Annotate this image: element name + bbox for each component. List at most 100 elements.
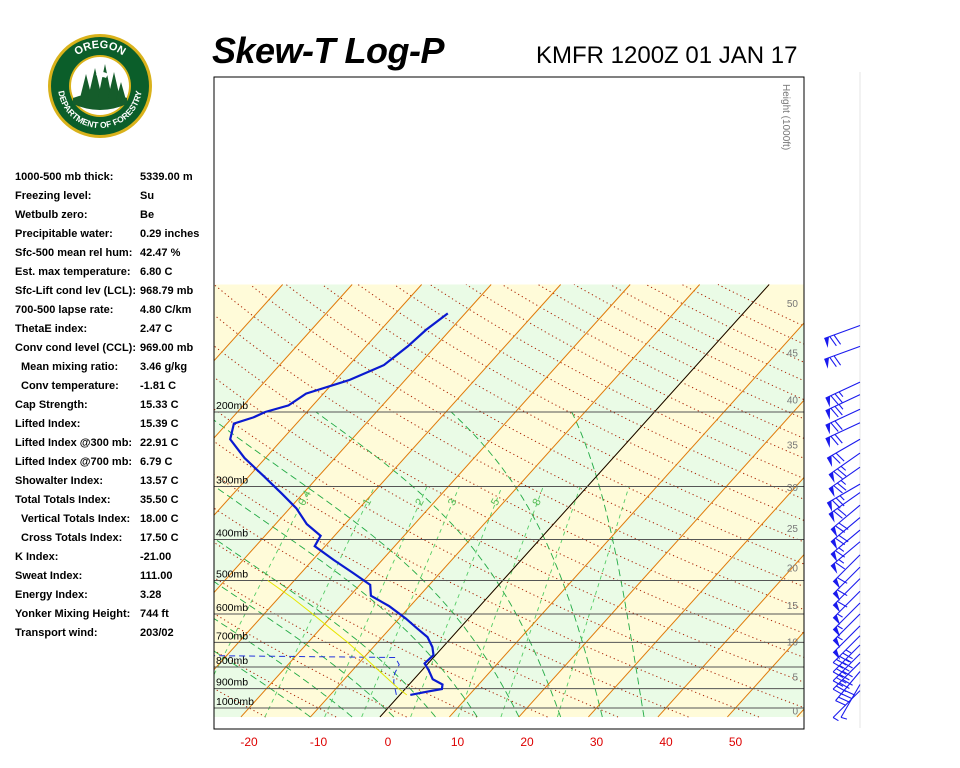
height-tick-label: 50 <box>787 299 799 310</box>
stat-row: Energy Index: 3.28 <box>15 586 215 605</box>
stat-label: Lifted Index @700 mb: <box>15 456 133 468</box>
stat-value: 0.29 inches <box>140 228 200 240</box>
wind-barb-pennant <box>833 578 841 589</box>
moist-adiabat <box>214 419 520 718</box>
stat-value: 111.00 <box>140 570 173 582</box>
dry-adiabat <box>214 314 804 634</box>
wind-barb-pennant <box>827 500 833 512</box>
stat-row: Yonker Mixing Height: 744 ft <box>15 605 215 624</box>
isobar-label: 900mb <box>216 677 248 689</box>
moist-adiabat <box>450 411 603 718</box>
stat-label: Conv temperature: <box>21 380 119 392</box>
stat-row: Lifted Index @300 mb: 22.91 C <box>15 434 215 453</box>
moist-adiabat <box>214 650 311 718</box>
isotherm-band <box>796 709 804 717</box>
wind-barb-pennant <box>830 526 838 538</box>
stat-label: Cap Strength: <box>15 399 88 411</box>
height-axis-title: Height (1000ft) <box>780 84 791 150</box>
mixing-ratio-line <box>214 486 311 676</box>
wind-barb-flag <box>835 561 846 570</box>
isotherm-band <box>0 285 144 717</box>
moist-adiabat <box>315 411 562 718</box>
wind-barb-flag <box>836 589 848 597</box>
wind-barb <box>832 644 861 673</box>
wind-barb-flag <box>830 395 839 405</box>
wind-barb-pennant <box>828 486 835 498</box>
station-time-label: KMFR 1200Z 01 JAN 17 <box>536 42 798 69</box>
mixing-ratio-label: 3 <box>446 497 459 508</box>
temperature-bands <box>0 284 804 717</box>
wind-barb-pennant <box>833 649 841 660</box>
stat-row: Vertical Totals Index: 18.00 C <box>15 510 215 529</box>
stat-value: 4.80 C/km <box>140 304 192 316</box>
stat-value: 968.79 mb <box>140 285 194 297</box>
stat-value: 6.79 C <box>140 456 173 468</box>
stat-row: Sfc-500 mean rel hum: 42.47 % <box>15 244 215 263</box>
wind-barb-pennant <box>825 423 831 435</box>
stat-row: Sfc-Lift cond lev (LCL): 968.79 mb <box>15 282 215 301</box>
isotherm-band <box>240 284 700 717</box>
wind-barb-flag <box>834 393 843 403</box>
stat-value: 744 ft <box>140 608 169 620</box>
stat-label: Lifted Index: <box>15 418 81 430</box>
dry-adiabat <box>0 285 125 718</box>
wind-barb-half-flag <box>845 649 852 654</box>
wind-barb-half-flag <box>838 404 844 410</box>
wind-barb-pennant <box>833 601 841 613</box>
wind-barb <box>824 345 861 360</box>
dry-adiabat <box>214 612 407 718</box>
stat-row: Cross Totals Index: 17.50 C <box>15 529 215 548</box>
wind-barb <box>832 554 861 583</box>
height-tick-label: 5 <box>792 673 798 684</box>
stat-value: 6.80 C <box>140 266 173 278</box>
stat-value: 203/02 <box>140 627 174 639</box>
wind-barb-half-flag <box>836 613 843 618</box>
plot-frame <box>213 76 805 730</box>
wind-barb-flag <box>838 696 850 703</box>
stat-label: ThetaE index: <box>15 323 88 335</box>
wind-barb-flag <box>833 510 843 519</box>
stat-label: Precipitable water: <box>15 228 113 240</box>
stat-row: Transport wind: 203/02 <box>15 624 215 643</box>
stat-label: Vertical Totals Index: <box>21 513 131 525</box>
stat-value: Su <box>140 190 155 202</box>
wind-barb-half-flag <box>840 480 847 485</box>
temperature-tick-label: -20 <box>240 735 258 749</box>
wind-barb-half-flag <box>838 547 845 552</box>
stat-row: Lifted Index: 15.39 C <box>15 415 215 434</box>
wind-barb-flag <box>836 508 847 517</box>
stat-label: Sweat Index: <box>15 570 83 582</box>
isobar-label: 1000mb <box>216 696 254 708</box>
isotherm-line <box>0 285 5 717</box>
logo-top-text: OREGON <box>72 39 127 58</box>
mixing-ratio-label: 2 <box>413 497 426 508</box>
height-tick-label: 20 <box>787 563 799 574</box>
wind-barb-flag <box>832 671 844 679</box>
stat-row: Precipitable water: 0.29 inches <box>15 225 215 244</box>
isobar-label: 200mb <box>216 400 248 412</box>
oregon-forestry-logo: OREGON DEPARTMENT OF FORESTRY <box>48 34 152 138</box>
stat-row: Wetbulb zero: Be <box>15 206 215 225</box>
wind-barb-half-flag <box>832 717 839 722</box>
wind-barb-flag <box>836 658 847 666</box>
temperature-tick-label: 50 <box>729 735 743 749</box>
isotherm-line <box>588 476 804 718</box>
wind-barb-pennant <box>827 455 833 467</box>
wind-barb <box>832 635 861 663</box>
dry-adiabat <box>214 541 548 718</box>
wind-barb-half-flag <box>836 625 843 630</box>
mixing-ratio-line <box>324 486 428 718</box>
stat-value: -1.81 C <box>140 380 177 392</box>
wind-barb-flag <box>839 682 850 689</box>
wind-barb-flag <box>835 452 845 462</box>
sounding-profiles <box>214 312 449 696</box>
wind-barb <box>826 438 861 459</box>
stat-value: 13.57 C <box>140 475 179 487</box>
parcel-profile <box>267 580 408 696</box>
wind-barb-flag <box>836 677 847 684</box>
wind-barb <box>825 408 861 426</box>
moist-adiabat <box>214 581 395 718</box>
stat-row: Lifted Index @700 mb: 6.79 C <box>15 453 215 472</box>
temperature-tick-label: -10 <box>310 735 328 749</box>
